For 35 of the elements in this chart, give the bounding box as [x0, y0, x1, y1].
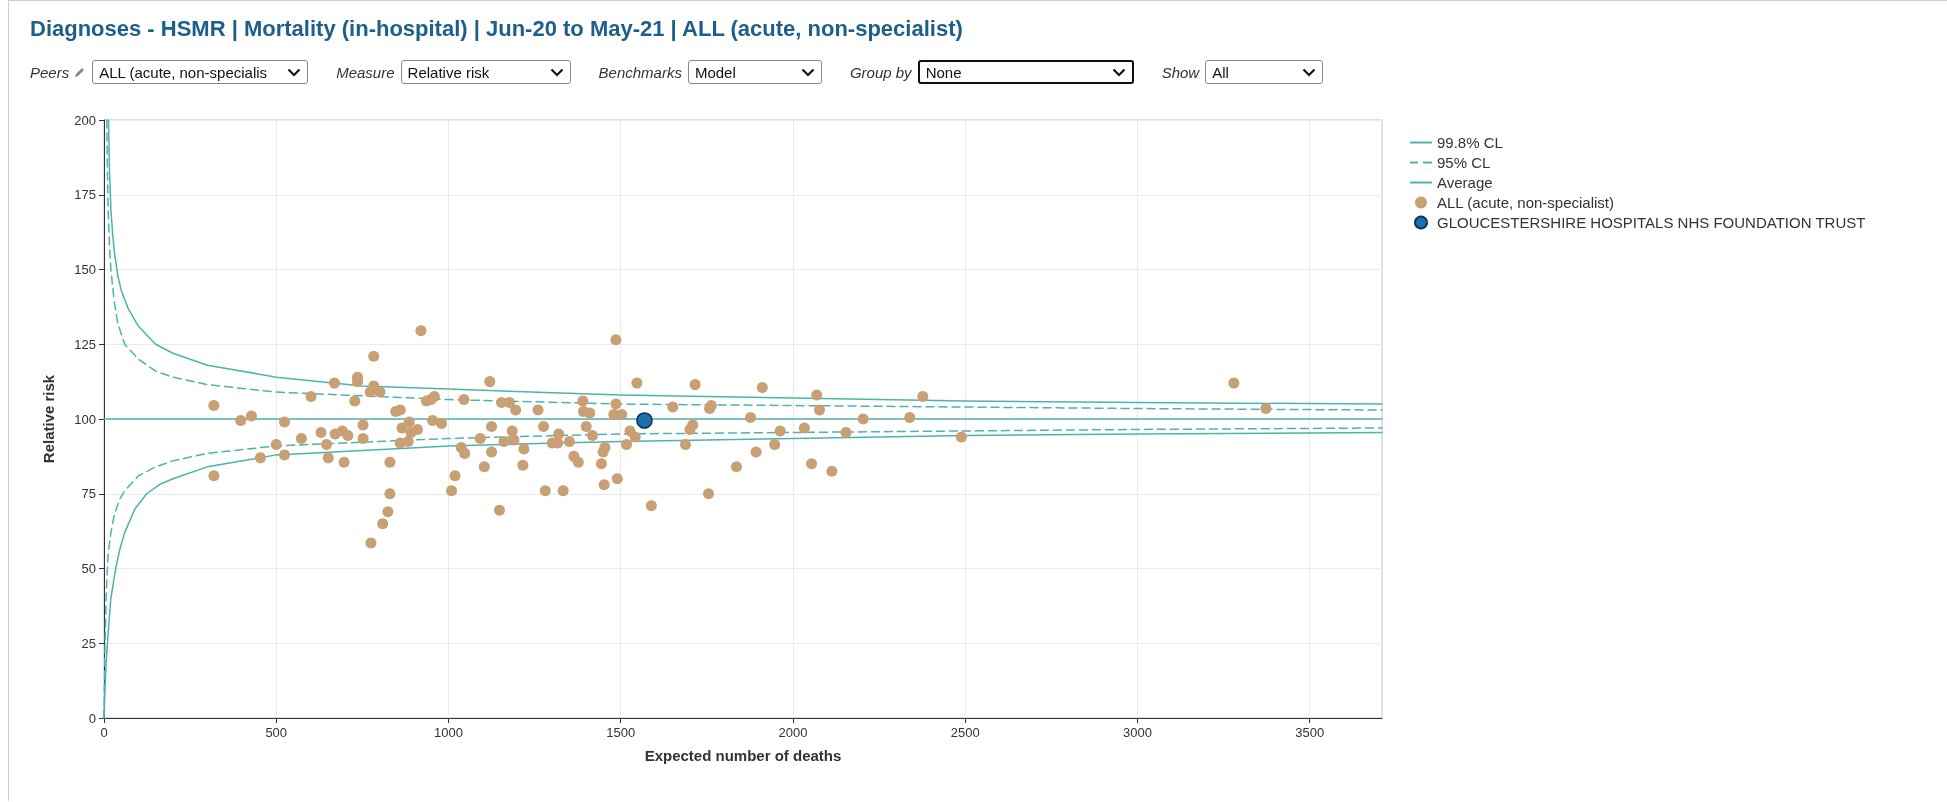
y-tick-label: 175: [74, 187, 96, 203]
y-tick-label: 50: [81, 561, 96, 576]
text: Measure: [336, 63, 395, 81]
y-tick-label: 25: [81, 635, 96, 651]
text: Model: [694, 63, 736, 81]
y-tick-label: 125: [74, 336, 96, 352]
y-tick-label: 200: [74, 112, 96, 128]
text: Show: [1161, 63, 1200, 81]
y-tick-label: 100: [74, 411, 96, 427]
text: All: [1212, 63, 1229, 81]
y-tick-label: 150: [74, 262, 96, 277]
x-tick-label: 3000: [1122, 725, 1152, 740]
x-tick-label: 1500: [606, 725, 636, 740]
x-tick-label: 3500: [1295, 725, 1325, 740]
x-tick-label: 500: [265, 725, 288, 740]
text: Benchmarks: [598, 63, 682, 81]
text: ALL (acute, non-specialis: [99, 63, 268, 81]
legend-label: ALL (acute, non-specialist): [1437, 194, 1615, 211]
text: Relative risk: [407, 63, 490, 81]
x-tick-label: 1000: [434, 725, 463, 740]
x-axis-title: Expected number of deaths: [644, 747, 842, 764]
legend-label: GLOUCESTERSHIRE HOSPITALS NHS FOUNDATION TRUST: [1437, 214, 1866, 231]
text: Peers: [30, 63, 71, 81]
x-tick-label: 0: [100, 725, 108, 740]
legend-label: Average: [1437, 174, 1493, 191]
text: None: [925, 63, 962, 81]
x-tick-label: 2500: [950, 725, 980, 740]
x-tick-label: 2000: [778, 725, 808, 740]
y-tick-label: 0: [88, 710, 96, 726]
legend-label: 95% CL: [1437, 154, 1491, 171]
chart-title: Diagnoses - HSMR | Mortality (in-hospital) | Jun-20 to May-21 | ALL (acute, non-specialist): [30, 16, 963, 42]
text: Group by: [849, 63, 912, 81]
legend-label: 99.8% CL: [1437, 134, 1503, 151]
y-axis-title: Relative risk: [40, 374, 57, 464]
y-tick-label: 75: [81, 486, 96, 502]
